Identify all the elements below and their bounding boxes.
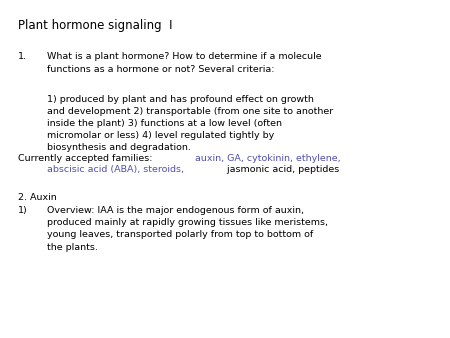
Text: abscisic acid (ABA), steroids,: abscisic acid (ABA), steroids, bbox=[47, 165, 184, 174]
Text: Overview: IAA is the major endogenous form of auxin,
produced mainly at rapidly : Overview: IAA is the major endogenous fo… bbox=[47, 206, 328, 251]
Text: 1): 1) bbox=[18, 206, 28, 215]
Text: auxin, GA, cytokinin, ethylene,: auxin, GA, cytokinin, ethylene, bbox=[195, 154, 341, 163]
Text: Currently accepted families:: Currently accepted families: bbox=[18, 154, 156, 163]
Text: Plant hormone signaling  I: Plant hormone signaling I bbox=[18, 19, 172, 31]
Text: jasmonic acid, peptides: jasmonic acid, peptides bbox=[224, 165, 339, 174]
Text: 1) produced by plant and has profound effect on growth
and development 2) transp: 1) produced by plant and has profound ef… bbox=[47, 95, 333, 152]
Text: What is a plant hormone? How to determine if a molecule
functions as a hormone o: What is a plant hormone? How to determin… bbox=[47, 52, 322, 74]
Text: 2. Auxin: 2. Auxin bbox=[18, 193, 57, 202]
Text: 1.: 1. bbox=[18, 52, 27, 62]
